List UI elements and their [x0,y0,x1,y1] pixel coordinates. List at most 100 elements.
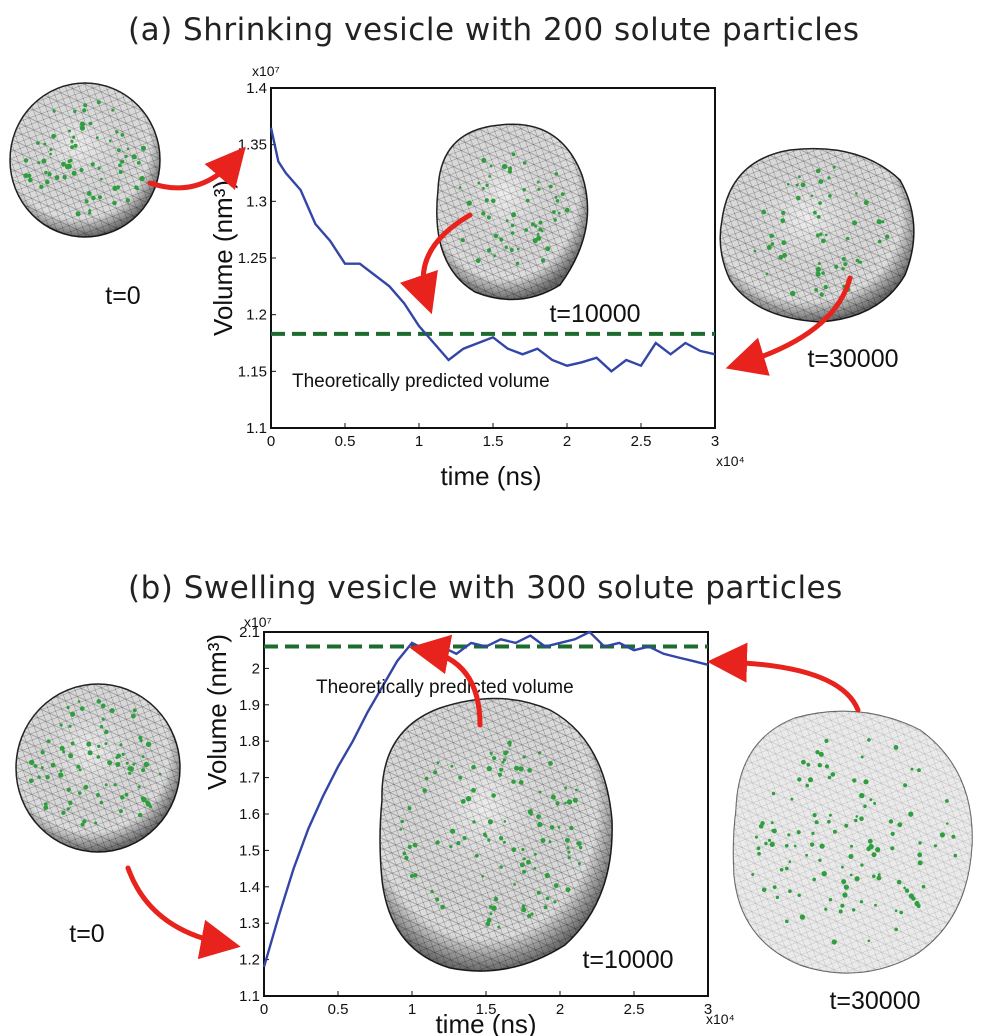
solute-particle [465,796,472,802]
solute-particle [780,218,786,224]
solute-particle [852,220,858,226]
solute-particle [548,184,553,189]
solute-particle [515,261,520,265]
snapshot-b-t30000-label: t=30000 [829,987,920,1015]
solute-particle [841,267,845,271]
solute-particle [530,912,534,916]
solute-particle [510,231,515,235]
solute-particle [507,740,512,745]
solute-particle [505,750,509,754]
solute-particle [766,245,772,250]
solute-particle [771,791,776,796]
chart-a-xtick-label: 0.5 [335,433,356,450]
solute-particle [139,739,143,743]
solute-particle [867,838,873,844]
solute-particle [848,854,854,859]
solute-particle [527,914,532,918]
solute-particle [399,828,403,831]
solute-particle [522,161,527,165]
chart-b-xtick-label: 1 [408,1001,416,1018]
solute-particle [124,154,128,158]
solute-particle [843,262,848,267]
solute-particle [143,761,149,768]
arrow-b-t0 [125,865,241,960]
chart-b-ylabel: Volume (nm³) [202,634,232,790]
solute-particle [859,900,864,904]
solute-particle [402,851,407,856]
solute-particle [903,783,908,788]
solute-particle [471,764,476,770]
solute-particle [896,879,902,885]
solute-particle [579,845,583,850]
solute-particle [903,886,906,890]
solute-particle [104,729,109,735]
arrow-a-t10000 [400,212,473,315]
vesicle-a-t10000-image [436,123,589,301]
solute-particle [533,867,537,870]
solute-particle [136,161,141,165]
solute-particle [874,903,877,907]
solute-particle [816,215,821,219]
solute-particle [577,841,582,846]
solute-particle [917,860,923,866]
solute-particle [112,200,117,206]
solute-particle [876,219,882,225]
solute-particle [79,706,85,711]
solute-particle [59,723,63,727]
solute-particle [554,172,559,176]
solute-particle [951,834,956,839]
solute-particle [88,121,93,126]
solute-particle [450,828,456,834]
solute-particle [59,769,63,773]
solute-particle [510,223,515,228]
snapshot-a-t10000-label: t=10000 [549,300,640,328]
solute-particle [125,761,129,765]
solute-particle [511,847,517,853]
solute-particle [462,836,467,840]
arrow-b-t10000 [409,634,483,728]
solute-particle [859,816,864,821]
solute-particle [841,879,847,885]
solute-particle [499,865,503,869]
solute-particle [28,778,34,784]
solute-particle [544,872,550,879]
solute-particle [499,237,504,242]
solute-particle [793,844,797,848]
solute-particle [50,762,56,768]
chart-b-xtick-label: 2.5 [624,1001,645,1018]
solute-particle [779,868,784,872]
solute-particle [540,229,544,233]
solute-particle [138,812,143,818]
solute-particle [824,764,830,769]
solute-particle [917,768,921,773]
chart-b-x-multiplier: x10⁴ [706,1011,735,1027]
solute-particle [565,887,571,893]
solute-particle [564,801,567,805]
solute-particle [409,873,414,879]
solute-particle [818,201,822,205]
solute-particle [507,169,512,174]
solute-particle [37,775,41,779]
chart-a-xtick-label: 3 [711,433,719,450]
chart-a-x-multiplier: x10⁴ [716,453,745,469]
solute-particle [139,175,145,182]
solute-particle [536,890,541,895]
solute-particle [537,821,543,828]
solute-particle [787,183,790,186]
solute-particle [761,887,767,893]
solute-particle [532,238,538,244]
solute-particle [118,163,122,168]
chart-a-xtick-label: 1 [415,433,423,450]
solute-particle [828,813,832,817]
chart-a-xtick-label: 2.5 [631,433,652,450]
solute-particle [533,852,537,856]
solute-particle [86,191,92,196]
solute-particle [68,753,74,759]
solute-particle [758,824,764,829]
solute-particle [753,249,757,253]
solute-particle [557,826,561,829]
solute-particle [816,233,820,238]
solute-particle [458,186,462,189]
solute-particle [133,155,137,159]
solute-particle [486,917,492,923]
